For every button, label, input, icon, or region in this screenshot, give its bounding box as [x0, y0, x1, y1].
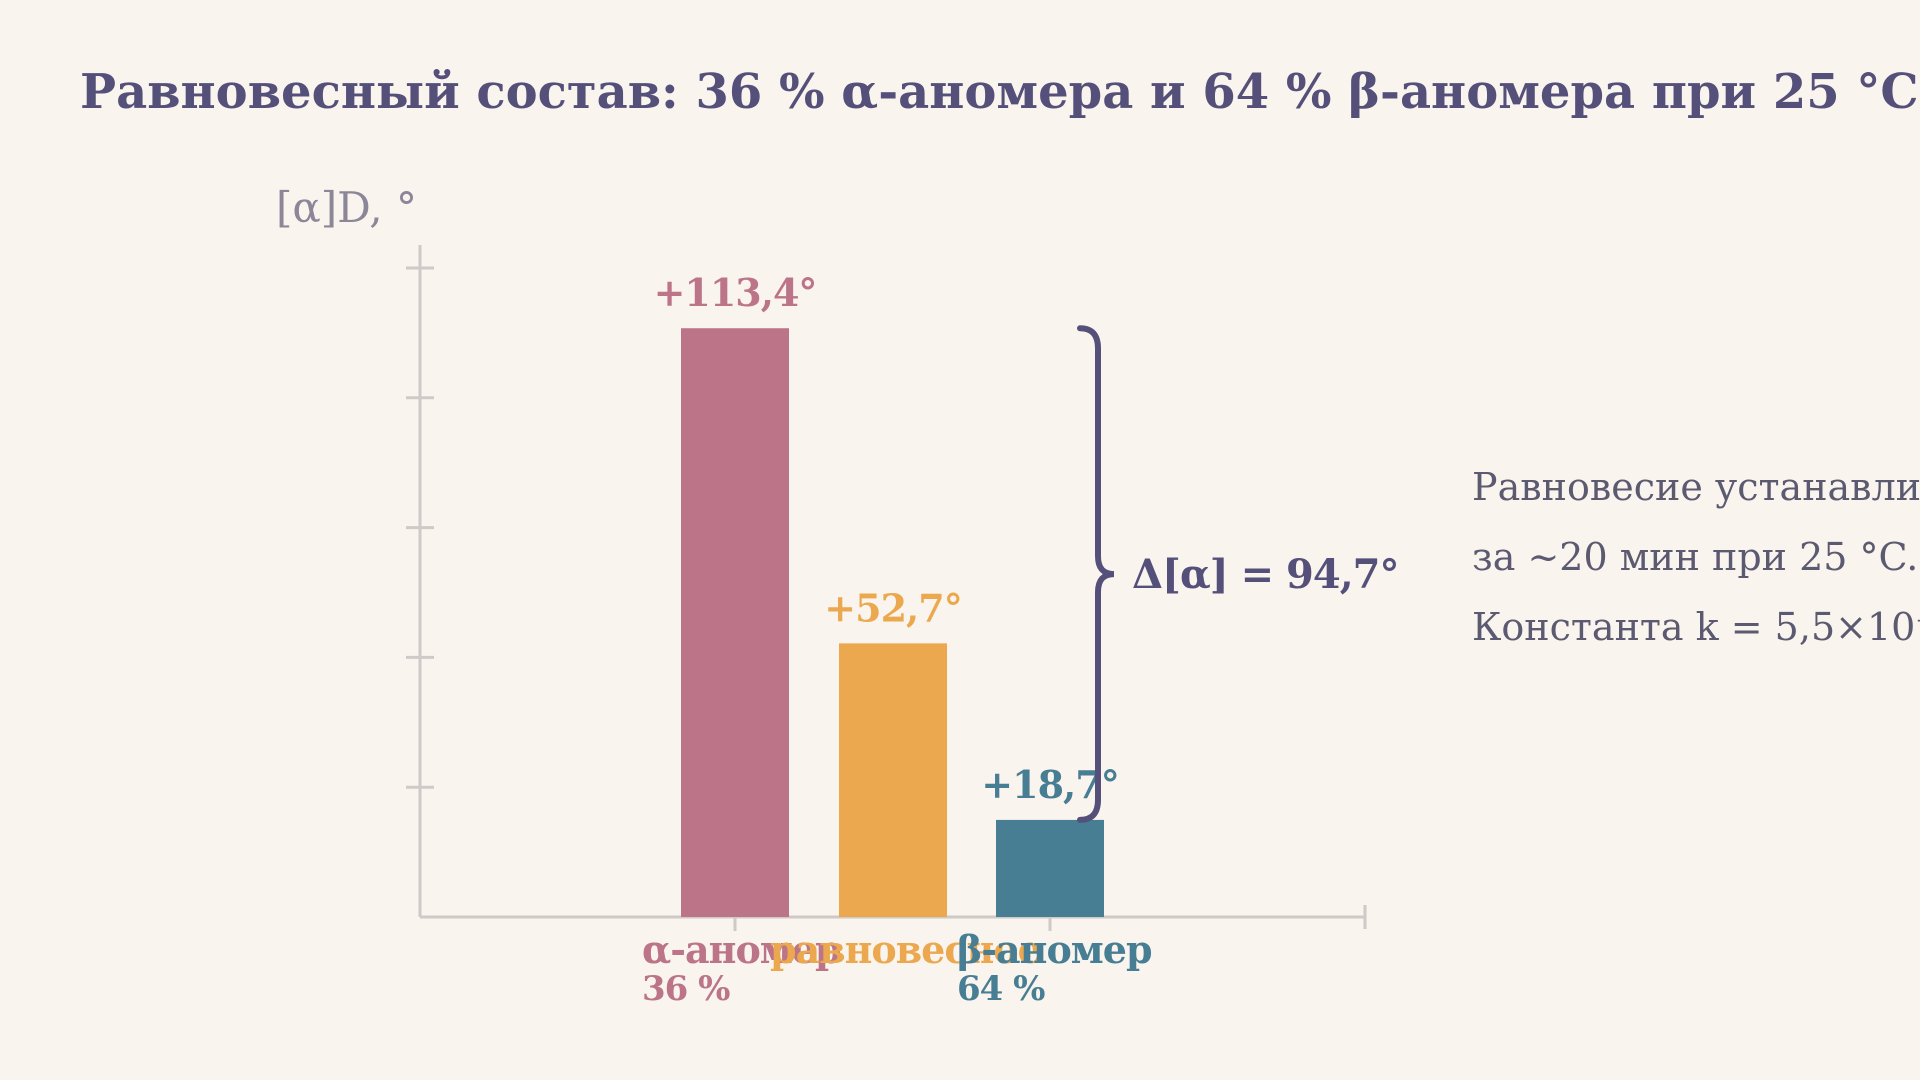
note-line-2: за ~20 мин при 25 °C. — [1472, 535, 1918, 579]
note-line-1: Равновесие устанавливается — [1472, 465, 1920, 509]
bar-3 — [996, 819, 1104, 917]
delta-annotation: Δ[α] = 94,7° — [1077, 325, 1399, 823]
category-label-2: равновесное — [770, 927, 1041, 972]
chart-title: Равновесный состав: 36 % α-аномера и 64 … — [80, 64, 1919, 120]
note-line-3: Константа k = 5,5×10⁻⁴ с⁻¹ — [1472, 605, 1920, 649]
percent-label-3: 64 % — [957, 969, 1045, 1009]
bar-2 — [839, 643, 947, 917]
brace — [1077, 325, 1115, 823]
value-label-2: +52,7° — [824, 585, 961, 630]
value-label-1: +113,4° — [654, 270, 817, 315]
bar-1 — [681, 328, 789, 918]
percent-label-1: 36 % — [642, 969, 730, 1009]
y-axis-label: [α]D, ° — [276, 183, 417, 232]
category-label-1: α-аномер — [642, 927, 841, 972]
category-label-3: β-аномер — [957, 927, 1152, 972]
delta-label: Δ[α] = 94,7° — [1132, 551, 1398, 598]
bars — [681, 328, 1104, 918]
side-note: Равновесие устанавливается за ~20 мин при… — [1472, 465, 1920, 649]
